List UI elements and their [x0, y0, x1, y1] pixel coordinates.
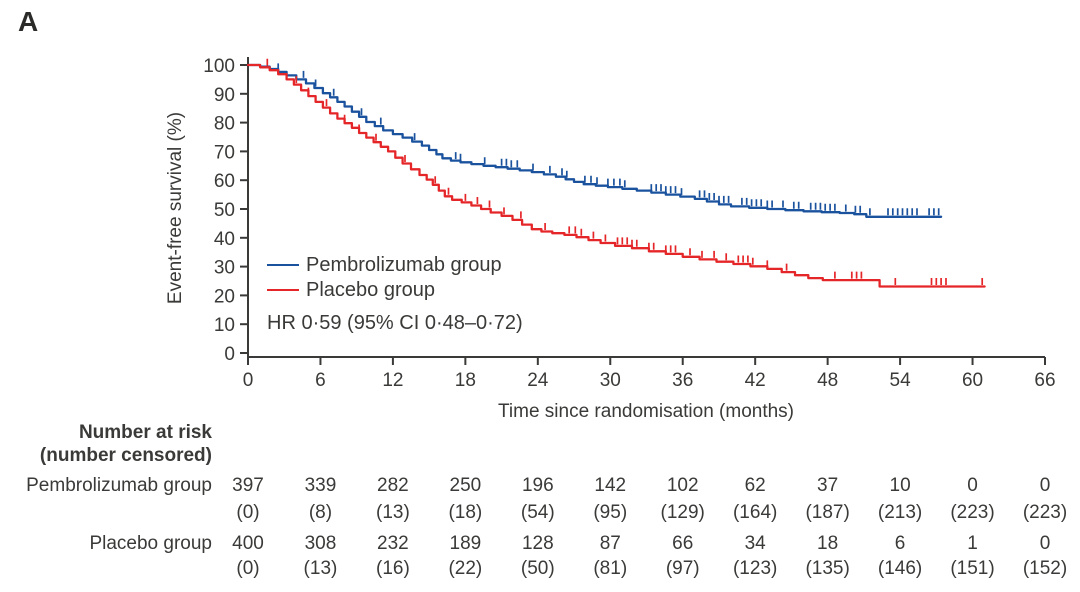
risk-cell: 37	[817, 475, 839, 496]
risk-cell: 10	[889, 475, 911, 496]
censor-tick-marks	[277, 63, 940, 216]
risk-cell: 128	[521, 533, 554, 554]
legend: Pembrolizumab group Placebo group HR 0·5…	[267, 255, 523, 333]
risk-cell: 189	[449, 533, 482, 554]
risk-cell: (54)	[520, 502, 555, 523]
risk-cell: (213)	[877, 502, 923, 523]
risk-cell: (18)	[448, 502, 483, 523]
x-tick-label: 42	[745, 370, 766, 391]
x-tick-label: 30	[600, 370, 621, 391]
risk-table-header-line1: Number at risk	[78, 422, 212, 443]
y-tick-label: 90	[214, 85, 235, 106]
y-tick-label: 20	[214, 286, 235, 307]
y-tick-label: 0	[224, 344, 235, 365]
y-tick-label: 40	[214, 229, 235, 250]
risk-cell: 397	[232, 475, 264, 496]
risk-cell: (13)	[376, 502, 410, 523]
risk-cell: (129)	[660, 502, 705, 523]
risk-cell: (135)	[805, 558, 850, 579]
risk-cell: (152)	[1022, 558, 1068, 579]
risk-table-header-line2: (number censored)	[39, 445, 212, 466]
risk-cell: 196	[521, 475, 554, 496]
risk-cell: 66	[672, 533, 694, 554]
legend-item-placebo: Placebo group	[267, 280, 523, 300]
x-tick-label: 6	[315, 370, 326, 391]
risk-cell: (97)	[665, 558, 700, 579]
pembrolizumab-line-swatch	[267, 263, 299, 267]
risk-cell: (223)	[950, 502, 995, 523]
km-plot: 0 10 20 30 40 50 60 70 80 90 100 0 6 12 18 24 30 36 42 48 54…	[203, 56, 1055, 391]
risk-cell: 87	[599, 533, 621, 554]
risk-cell: 142	[594, 475, 627, 496]
survival-curve	[246, 63, 943, 218]
y-tick-label: 100	[203, 56, 235, 77]
legend-label-pembrolizumab: Pembrolizumab group	[306, 254, 502, 276]
risk-row-label-placebo: Placebo group	[89, 533, 212, 554]
y-tick-label: 50	[214, 200, 235, 221]
risk-cell: (151)	[950, 558, 995, 579]
risk-cell: 6	[894, 533, 906, 554]
risk-cell: 0	[967, 475, 978, 496]
risk-cell: 232	[377, 533, 409, 554]
risk-cell: (123)	[732, 558, 778, 579]
risk-cell: (95)	[593, 502, 628, 523]
y-tick-label: 10	[214, 315, 235, 336]
risk-cell: (13)	[303, 558, 338, 579]
risk-cell: 250	[449, 475, 482, 496]
x-tick-label: 54	[890, 370, 912, 391]
legend-label-placebo: Placebo group	[306, 279, 435, 301]
x-tick-label: 24	[527, 370, 549, 391]
risk-row-label-pembrolizumab: Pembrolizumab group	[26, 475, 212, 496]
risk-cell: 400	[232, 533, 264, 554]
risk-cell: (50)	[520, 558, 555, 579]
panel-label: A	[18, 6, 39, 37]
risk-cell: 1	[967, 533, 978, 554]
risk-cell: 339	[304, 475, 337, 496]
risk-cell: 34	[744, 533, 766, 554]
risk-cell: (81)	[593, 558, 628, 579]
x-tick-label: 66	[1034, 370, 1055, 391]
risk-cell: 62	[744, 475, 766, 496]
y-tick-label: 70	[214, 142, 235, 163]
risk-cell: 282	[377, 475, 409, 496]
risk-cell: 0	[1039, 533, 1051, 554]
x-tick-label: 12	[382, 370, 403, 391]
risk-cell: 0	[1039, 475, 1051, 496]
risk-cell: (164)	[732, 502, 778, 523]
risk-cell: (223)	[1022, 502, 1068, 523]
y-tick-label: 30	[214, 258, 235, 279]
risk-cell: (8)	[308, 502, 333, 523]
risk-cell: 18	[817, 533, 839, 554]
legend-item-pembrolizumab: Pembrolizumab group	[267, 255, 523, 275]
y-tick-label: 80	[214, 114, 235, 135]
placebo-line-swatch	[267, 288, 299, 292]
risk-cell: 308	[304, 533, 337, 554]
x-tick-label: 0	[243, 370, 254, 391]
x-tick-label: 60	[962, 370, 983, 391]
hazard-ratio-annotation: HR 0·59 (95% CI 0·48–0·72)	[267, 312, 523, 334]
risk-cell: (16)	[376, 558, 410, 579]
x-tick-label: 18	[455, 370, 476, 391]
risk-cell: (0)	[236, 502, 260, 523]
censor-tick-marks	[266, 58, 984, 285]
x-tick-label: 48	[817, 370, 838, 391]
x-axis-title: Time since randomisation (months)	[497, 401, 795, 422]
survival-curve	[246, 63, 986, 288]
risk-cell: (187)	[805, 502, 850, 523]
risk-cell: (146)	[877, 558, 923, 579]
risk-cell: (22)	[448, 558, 483, 579]
x-tick-label: 36	[672, 370, 693, 391]
y-tick-label: 60	[214, 171, 235, 192]
risk-cell: 102	[666, 475, 699, 496]
risk-cell: (0)	[236, 558, 260, 579]
